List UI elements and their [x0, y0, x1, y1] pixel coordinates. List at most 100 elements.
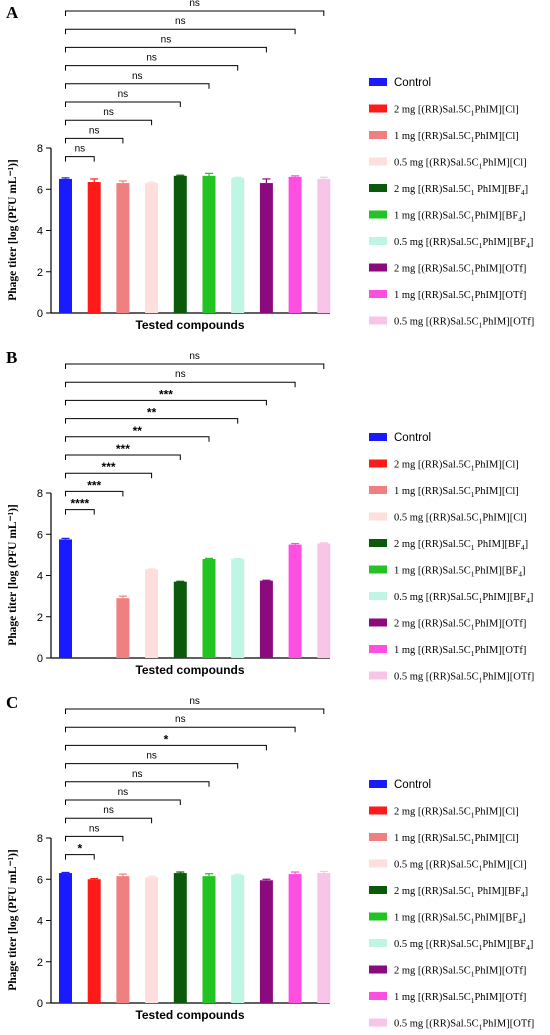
legend-label-subscript: 1 — [471, 890, 475, 899]
y-tick-label: 8 — [37, 833, 43, 845]
legend-label-part: PhIM][OTf] — [482, 672, 534, 683]
bar-05mg_BF4 — [231, 559, 245, 658]
legend-label-part: PhIM][Cl] — [474, 486, 518, 497]
significance-bracket: ns — [65, 16, 296, 35]
legend-swatch — [369, 486, 387, 494]
bar-2mg_OTf — [259, 183, 273, 313]
legend-label: 2 mg [(RR)Sal.5C1 PhIM][BF4] — [394, 539, 528, 552]
legend-label-subscript: 1 — [479, 1023, 483, 1032]
legend-label-subscript: 1 — [471, 917, 475, 926]
panel-letter: C — [6, 693, 18, 712]
significance-label: ns — [146, 53, 157, 64]
legend-label: 0.5 mg [(RR)Sal.5C1PhIM][OTf] — [394, 672, 534, 685]
legend-label: Control — [394, 77, 431, 89]
legend-label: 2 mg [(RR)Sal.5C1PhIM][OTf] — [394, 264, 526, 277]
legend-label-part: PhIM][BF — [474, 211, 518, 222]
legend-label-subscript: 1 — [471, 649, 475, 658]
legend-label-subscript: 4 — [526, 241, 530, 250]
legend-swatch — [369, 104, 387, 113]
legend-label-subscript: 1 — [479, 676, 483, 685]
significance-label: ns — [189, 0, 200, 9]
legend-swatch — [369, 992, 387, 1000]
legend-label-part: 0.5 mg [(RR)Sal.5C — [394, 237, 479, 248]
significance-bracket: ns — [65, 805, 153, 824]
legend-label-subscript: 1 — [471, 464, 475, 473]
legend-label-part: PhIM][Cl] — [482, 513, 526, 524]
legend-label-subscript: 1 — [479, 241, 483, 250]
legend-label-part: 2 mg [(RR)Sal.5C — [394, 184, 471, 195]
significance-bracket: ** — [65, 424, 210, 442]
legend-label-part: 2 mg [(RR)Sal.5C — [394, 807, 471, 818]
legend-label: Control — [394, 432, 431, 444]
significance-label: ns — [89, 125, 100, 136]
legend-swatch — [369, 237, 387, 245]
significance-label: ns — [75, 144, 86, 155]
legend-label-subscript: 1 — [471, 268, 475, 277]
legend-label-subscript: 1 — [471, 135, 475, 144]
significance-bracket: *** — [65, 460, 153, 479]
legend-label: 1 mg [(RR)Sal.5C1PhIM][BF4] — [394, 913, 525, 926]
legend-label: 2 mg [(RR)Sal.5C1PhIM][OTf] — [394, 966, 526, 979]
bracket-line — [65, 799, 181, 805]
legend-swatch — [369, 210, 387, 219]
legend-label-part: 0.5 mg [(RR)Sal.5C — [394, 592, 479, 603]
bar-05mg_OTf — [317, 543, 331, 658]
legend-label-part: 0.5 mg [(RR)Sal.5C — [394, 939, 479, 950]
significance-label: ns — [118, 89, 129, 100]
bracket-line — [65, 28, 296, 35]
legend-swatch — [369, 592, 387, 600]
legend-label: 0.5 mg [(RR)Sal.5C1PhIM][OTf] — [394, 1019, 534, 1032]
legend-swatch — [369, 263, 387, 272]
significance-bracket: ns — [65, 696, 325, 714]
bracket-line — [65, 46, 267, 53]
bar-1mg_Cl — [116, 183, 130, 313]
legend-label-part: 1 mg [(RR)Sal.5C — [394, 486, 471, 497]
significance-bracket: ns — [65, 89, 181, 107]
legend-label-subscript: 1 — [471, 109, 475, 118]
legend-swatch — [369, 433, 387, 441]
legend-label-part: PhIM][OTf] — [482, 317, 534, 328]
significance-label: ns — [175, 369, 186, 380]
significance-bracket: ns — [65, 714, 296, 733]
legend-label-subscript: 4 — [518, 917, 522, 926]
y-tick-label: 6 — [37, 874, 43, 886]
bracket-line — [65, 381, 296, 388]
legend-label-part: 1 mg [(RR)Sal.5C — [394, 645, 471, 656]
bracket-line — [65, 83, 210, 89]
legend-label: 0.5 mg [(RR)Sal.5C1PhIM][Cl] — [394, 158, 527, 171]
bracket-line — [65, 454, 181, 460]
legend-label: 2 mg [(RR)Sal.5C1PhIM][Cl] — [394, 460, 519, 473]
y-tick-label: 6 — [37, 184, 43, 196]
significance-bracket: ns — [65, 107, 153, 126]
legend-label-part: 2 mg [(RR)Sal.5C — [394, 105, 471, 116]
legend-label-part: 1 mg [(RR)Sal.5C — [394, 992, 471, 1003]
legend-label-part: PhIM][Cl] — [482, 158, 526, 169]
bracket-line — [65, 418, 239, 424]
legend-label-part: ] — [522, 913, 526, 924]
legend-label-part: ] — [525, 184, 529, 195]
significance-bracket: *** — [65, 387, 267, 406]
bracket-line — [65, 726, 296, 733]
legend-label: 2 mg [(RR)Sal.5C1 PhIM][BF4] — [394, 886, 528, 899]
legend-label-subscript: 1 — [471, 996, 475, 1005]
legend-label: 1 mg [(RR)Sal.5C1PhIM][Cl] — [394, 486, 519, 499]
significance-label: ns — [161, 34, 172, 45]
legend-swatch — [369, 671, 387, 680]
legend-label-part: PhIM][OTf] — [474, 619, 526, 630]
legend-label-part: ] — [525, 539, 529, 550]
y-tick-label: 8 — [37, 488, 43, 500]
significance-bracket: ns — [65, 787, 181, 805]
bar-1mg_BF4 — [202, 175, 216, 313]
legend-label-part: ] — [522, 211, 526, 222]
legend-label: 1 mg [(RR)Sal.5C1PhIM][Cl] — [394, 833, 519, 846]
y-tick-label: 0 — [37, 308, 43, 320]
significance-bracket: ns — [65, 369, 296, 388]
bar-1mg_OTf — [288, 176, 302, 313]
bar-Control — [59, 178, 72, 313]
significance-label: ns — [118, 787, 129, 798]
legend-label-part: PhIM][OTf] — [474, 966, 526, 977]
legend-swatch — [369, 645, 387, 653]
legend-label-part: Control — [394, 77, 431, 89]
